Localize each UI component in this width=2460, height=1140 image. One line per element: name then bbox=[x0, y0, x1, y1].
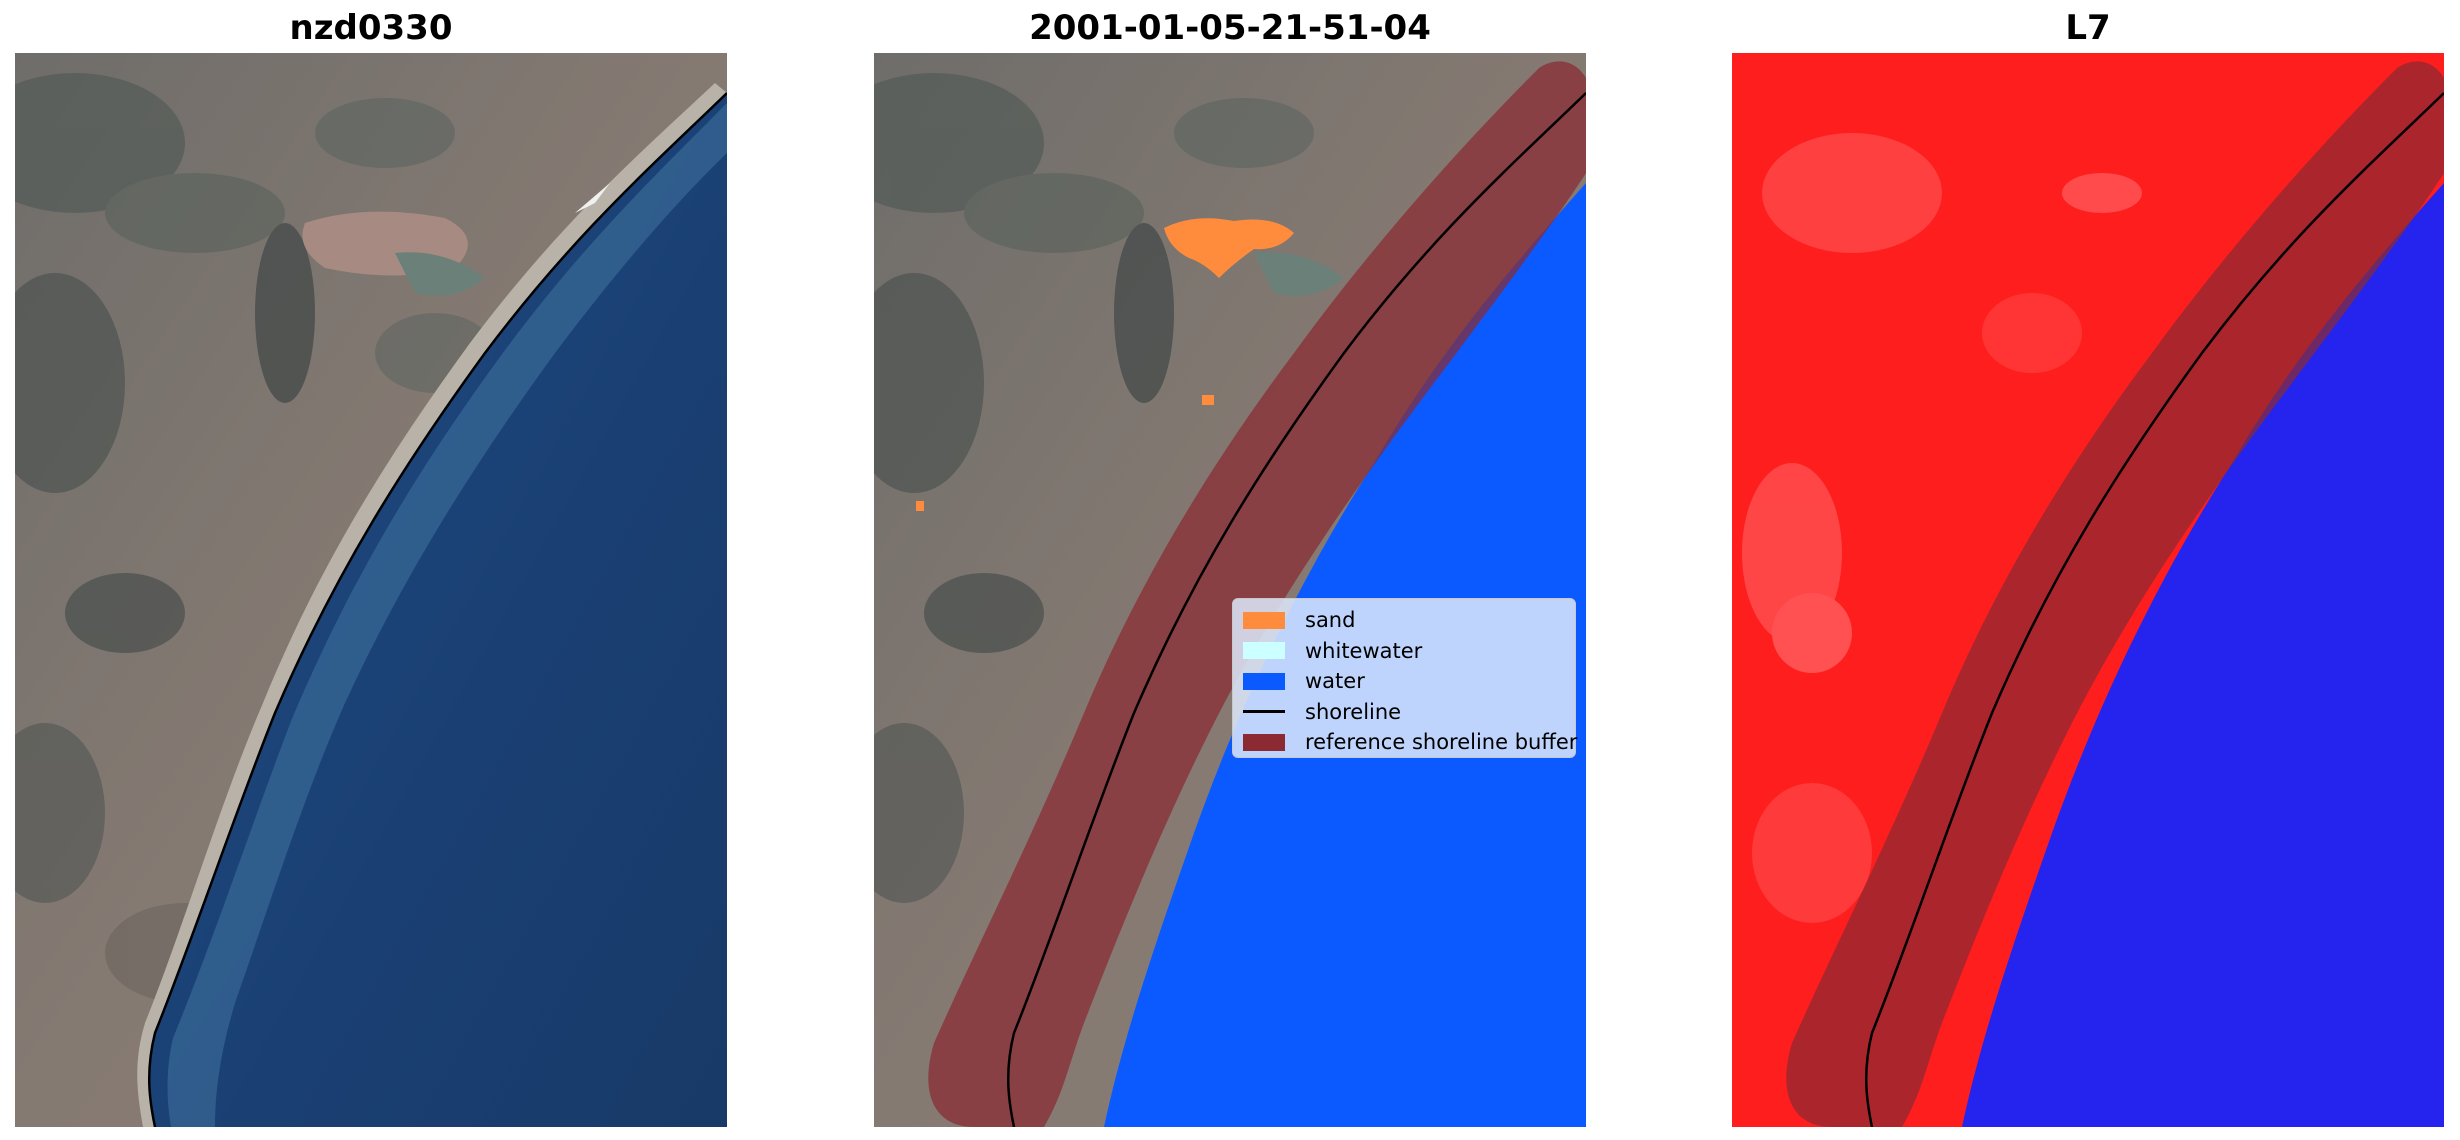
sand-patch-small bbox=[916, 501, 924, 511]
terrain-shading bbox=[15, 73, 495, 1003]
legend-label: water bbox=[1305, 669, 1365, 694]
sand-patch-small bbox=[1202, 395, 1214, 405]
legend-label: sand bbox=[1305, 608, 1356, 633]
index-image-canvas bbox=[1732, 53, 2444, 1127]
legend-swatch-sand bbox=[1243, 611, 1285, 629]
legend-item-shoreline: shoreline bbox=[1243, 697, 1565, 728]
legend-label: shoreline bbox=[1305, 699, 1402, 724]
shoreline-line bbox=[147, 92, 727, 1127]
panel-title-index: L7 bbox=[2065, 8, 2111, 48]
legend-swatch-water bbox=[1243, 672, 1285, 690]
land-texture bbox=[1742, 133, 2142, 923]
legend-line-shoreline bbox=[1243, 710, 1285, 714]
legend-swatch-whitewater bbox=[1243, 642, 1285, 660]
classified-image bbox=[874, 53, 1586, 1127]
surf-zone bbox=[167, 103, 727, 1127]
index-image bbox=[1732, 53, 2444, 1127]
legend-item-whitewater: whitewater bbox=[1243, 636, 1565, 667]
reference-shoreline-buffer bbox=[1786, 61, 2444, 1127]
legend: sand whitewater water shoreline referenc… bbox=[1232, 598, 1577, 758]
legend-label: reference shoreline buffer bbox=[1305, 730, 1578, 755]
sand-patch bbox=[1164, 218, 1294, 278]
water-index-area bbox=[1962, 183, 2444, 1127]
legend-item-sand: sand bbox=[1243, 605, 1565, 636]
rgb-satellite-image bbox=[15, 53, 727, 1127]
shoreline-line bbox=[1864, 92, 2444, 1127]
reference-shoreline-buffer bbox=[928, 61, 1586, 1127]
ocean bbox=[149, 93, 727, 1127]
rgb-image-canvas bbox=[15, 53, 727, 1127]
legend-item-water: water bbox=[1243, 666, 1565, 697]
legend-item-buffer: reference shoreline buffer bbox=[1243, 727, 1577, 758]
panel-title-classified: 2001-01-05-21-51-04 bbox=[1029, 8, 1431, 48]
panel-title-rgb: nzd0330 bbox=[289, 8, 453, 48]
shoreline-line bbox=[1006, 92, 1586, 1127]
legend-swatch-buffer bbox=[1243, 733, 1285, 751]
legend-label: whitewater bbox=[1305, 638, 1423, 663]
classified-image-canvas bbox=[874, 53, 1586, 1127]
